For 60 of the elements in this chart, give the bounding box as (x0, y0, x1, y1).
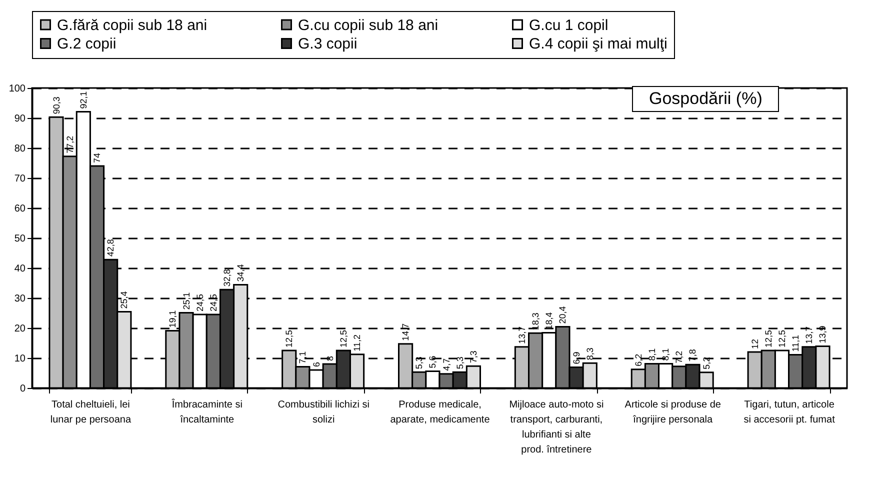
y-tick-label: 50 (14, 234, 26, 244)
data-label: 42,8 (106, 239, 116, 257)
data-label: 12,5 (763, 330, 774, 348)
y-tick-label: 40 (14, 264, 26, 274)
y-tick-label: 70 (14, 174, 26, 184)
data-label: 6 (311, 362, 322, 367)
data-label: 92,1 (78, 91, 88, 109)
legend-label: G.cu copii sub 18 ani (298, 16, 438, 34)
data-label: 8 (324, 356, 335, 361)
data-label: 5,3 (454, 356, 465, 370)
data-label: 8,3 (584, 348, 595, 360)
legend-label: G.2 copii (57, 36, 116, 52)
data-label: 4,7 (441, 358, 452, 371)
data-label: 11,1 (790, 334, 801, 352)
data-label: 11,2 (352, 334, 362, 352)
data-label: 19,1 (168, 310, 178, 328)
data-label: 13,7 (516, 326, 527, 344)
x-tick-label: Produse medicale, aparate, medicamente (390, 400, 490, 426)
data-label: 6,9 (571, 352, 582, 364)
data-label: 12,5 (776, 330, 787, 348)
x-tick-label: Mijloace auto-moto si transport, carburanti, lubrifianti si alte prod. întretinere (509, 400, 604, 456)
data-label: 74 (92, 152, 102, 163)
data-label: 90,3 (51, 96, 62, 114)
x-tick-label: Tigari, tutun, articole si accesorii pt. fumat (744, 400, 836, 426)
legend-label: G.fără copii sub 18 ani (57, 16, 208, 34)
data-label: 32,8 (222, 269, 232, 287)
data-label: 12,5 (284, 330, 294, 348)
x-tick-label: Total cheltuieli, lei lunar pe persoana (50, 400, 132, 426)
data-label: 8,1 (646, 348, 657, 361)
legend-label: G.4 copii şi mai mulţi (529, 36, 668, 52)
data-label: 34,4 (236, 264, 246, 282)
y-tick-label: 90 (14, 114, 26, 124)
data-label: 18,3 (530, 312, 541, 330)
x-tick-label: Combustibili lichizi si solizi (278, 400, 370, 426)
y-tick-label: 60 (14, 204, 26, 214)
data-label: 12 (750, 338, 760, 349)
data-label: 7,3 (468, 350, 478, 364)
data-label: 24,5 (194, 294, 205, 312)
data-label: 6,2 (633, 354, 644, 366)
annotation: Gospodării (%) (632, 86, 780, 112)
data-label: 12,5 (338, 330, 348, 348)
y-tick-label: 0 (20, 384, 26, 394)
data-label: 18,4 (544, 312, 554, 330)
data-label: 14,7 (400, 323, 411, 341)
y-tick-label: 30 (14, 294, 26, 304)
data-label: 25,4 (119, 291, 130, 309)
y-tick-label: 20 (14, 324, 26, 334)
x-tick-label: Îmbracaminte si încaltaminte (170, 398, 242, 426)
data-label: 7,2 (674, 350, 684, 364)
legend-label: G.3 copii (298, 36, 358, 52)
y-tick-label: 10 (14, 354, 26, 364)
data-label: 25,1 (181, 292, 192, 310)
data-label: 5,6 (428, 356, 438, 368)
data-label: 77,2 (64, 136, 75, 154)
data-label: 20,4 (558, 306, 568, 324)
legend-label: G.cu 1 copil (529, 16, 608, 34)
data-label: 7,1 (298, 351, 308, 364)
y-tick-label: 100 (8, 84, 26, 94)
x-tick-label: Articole si produse de îngrijire personala (624, 400, 722, 426)
y-tick-label: 80 (14, 144, 26, 154)
